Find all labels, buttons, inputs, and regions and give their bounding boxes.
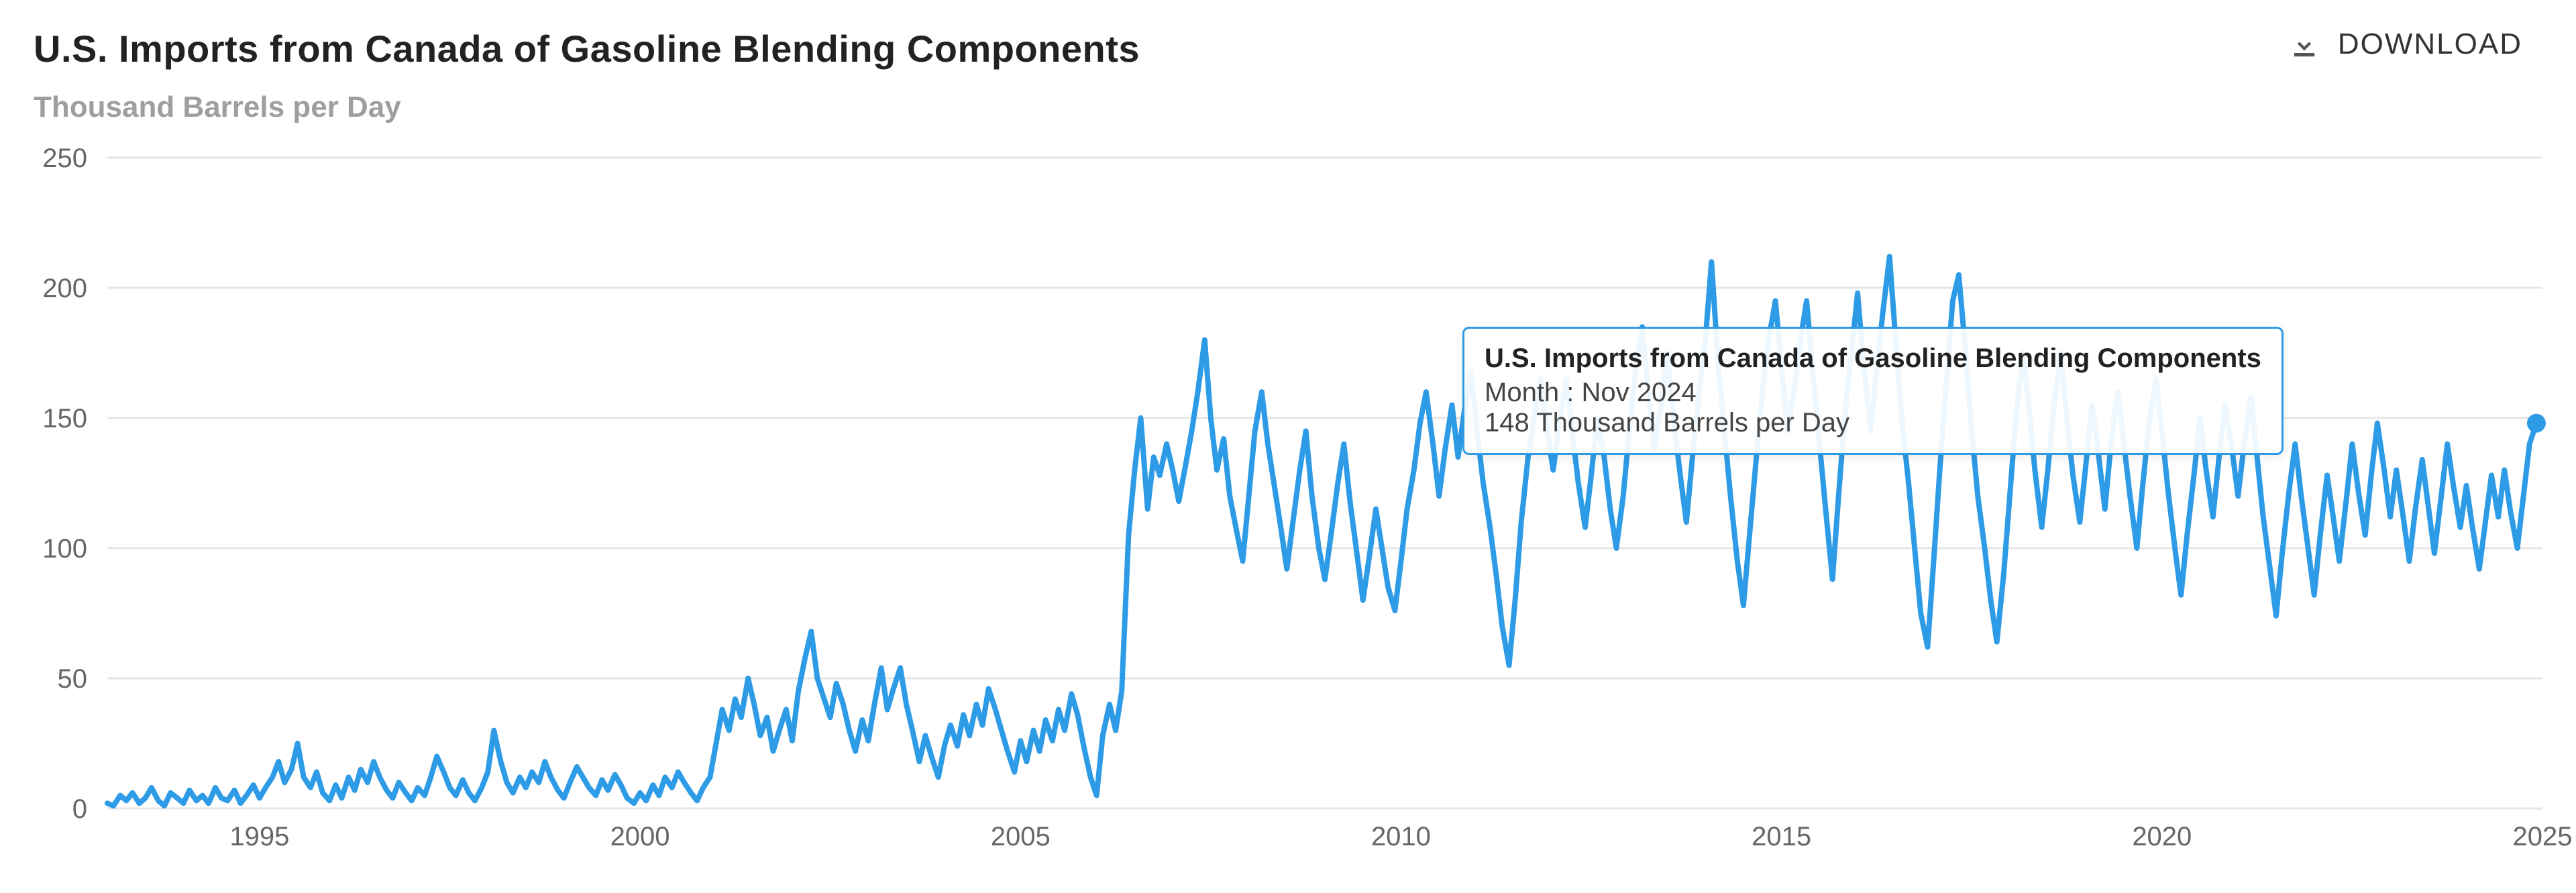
svg-text:2025: 2025 [2513,822,2573,851]
svg-text:2010: 2010 [1371,822,1431,851]
svg-text:50: 50 [58,664,88,694]
svg-text:150: 150 [42,404,87,433]
svg-text:1995: 1995 [229,822,289,851]
download-button[interactable]: DOWNLOAD [2287,27,2522,62]
svg-text:2005: 2005 [991,822,1051,851]
y-axis-title: Thousand Barrels per Day [0,77,2576,124]
download-icon [2287,27,2322,62]
line-chart: 0 50 100 150 200 250 1995 2000 2005 2010 2015 2020 2… [0,131,2576,869]
svg-text:0: 0 [72,794,87,824]
chart-title: U.S. Imports from Canada of Gasoline Ble… [34,27,1140,70]
svg-text:100: 100 [42,534,87,564]
svg-text:2015: 2015 [1752,822,1811,851]
svg-text:2000: 2000 [610,822,670,851]
svg-text:250: 250 [42,144,87,173]
svg-text:200: 200 [42,274,87,303]
chart-area[interactable]: 0 50 100 150 200 250 1995 2000 2005 2010 2015 2020 2… [0,131,2576,869]
svg-text:2020: 2020 [2132,822,2192,851]
download-label: DOWNLOAD [2338,28,2522,61]
